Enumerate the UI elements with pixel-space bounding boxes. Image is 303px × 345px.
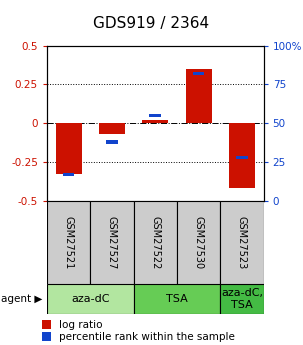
Bar: [134, 201, 177, 284]
Bar: [220, 201, 264, 284]
Bar: [236, 156, 248, 159]
Bar: [99, 123, 125, 134]
Bar: [193, 72, 205, 75]
Text: TSA: TSA: [166, 294, 188, 304]
Text: GSM27527: GSM27527: [107, 216, 117, 269]
Bar: [229, 123, 255, 188]
Text: aza-dC,
TSA: aza-dC, TSA: [221, 288, 263, 309]
Legend: log ratio, percentile rank within the sample: log ratio, percentile rank within the sa…: [42, 320, 235, 342]
Bar: [90, 201, 134, 284]
Text: GSM27523: GSM27523: [237, 216, 247, 269]
Bar: [142, 120, 168, 123]
Bar: [186, 69, 211, 123]
Text: GSM27530: GSM27530: [194, 216, 204, 269]
Text: aza-dC: aza-dC: [71, 294, 110, 304]
Text: GSM27521: GSM27521: [64, 216, 74, 269]
Bar: [220, 284, 264, 314]
Bar: [149, 114, 161, 117]
Text: GSM27522: GSM27522: [150, 216, 160, 269]
Text: GDS919 / 2364: GDS919 / 2364: [93, 16, 210, 30]
Bar: [63, 173, 75, 176]
Bar: [56, 123, 82, 174]
Bar: [47, 284, 134, 314]
Bar: [134, 284, 220, 314]
Text: agent ▶: agent ▶: [1, 294, 42, 304]
Bar: [106, 140, 118, 144]
Bar: [47, 201, 90, 284]
Bar: [177, 201, 220, 284]
